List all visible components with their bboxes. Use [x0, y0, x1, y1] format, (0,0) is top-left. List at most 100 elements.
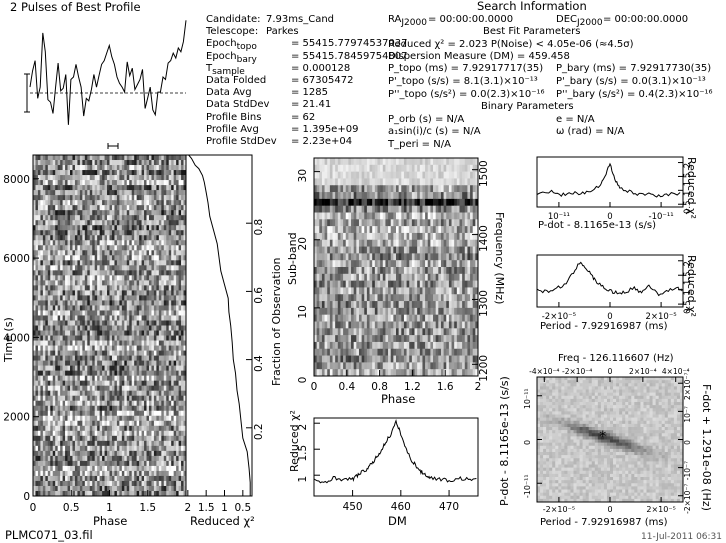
- pdot-chi2-line: [537, 164, 680, 197]
- date-stamp: 11-Jul-2011 06:31: [641, 532, 722, 543]
- time-ytick-label: 0: [23, 491, 30, 503]
- subband-phase-image: [314, 158, 478, 376]
- subband-xtick-label: 2: [475, 381, 482, 393]
- ppdot-top-tick-label: -4×10⁻⁴: [529, 367, 559, 376]
- ppdot-best-marker: *: [599, 429, 606, 445]
- ppdot-ytick-label: 10⁻¹¹: [523, 388, 532, 409]
- ppdot-xtick-label: 0: [607, 505, 612, 514]
- info-value-8: = 62: [291, 112, 315, 123]
- bestfit-title: Best Fit Parameters: [483, 26, 580, 37]
- pddot-topo: P''_topo (s/s²) = 0.0(2.3)×10⁻¹⁶: [388, 89, 545, 100]
- chi2-xtick-label: 1.5: [198, 502, 215, 514]
- ra-value: = 00:00:00.0000: [428, 14, 513, 25]
- ppdot-right-tick-label: 2×10⁻⁷: [683, 372, 692, 400]
- info-label-6: Data Avg: [206, 87, 252, 98]
- pdot-2d-ylabel: P-dot - 8.1165e-13 (s/s): [498, 376, 511, 506]
- period-chi2-line: [537, 262, 682, 295]
- info-value-5: = 67305472: [291, 75, 353, 86]
- subband-ytick-label: 0: [297, 377, 309, 384]
- ppdot-right-tick-label: 10⁻⁷: [683, 406, 692, 423]
- chi2-xtick-label: 0.5: [234, 502, 251, 514]
- info-value-7: = 21.41: [291, 99, 331, 110]
- time-xtick-label: 0.5: [63, 502, 80, 514]
- info-value-0: 7.93ms_Cand: [266, 14, 334, 25]
- porb: P_orb (s) = N/A: [388, 114, 464, 125]
- ppdot-plane-image: [537, 377, 683, 502]
- info-label-9: Profile Avg: [206, 124, 259, 135]
- fraction-ytick-label: 0.8: [253, 219, 265, 236]
- ppdot-right-tick-label: -10⁻⁷: [683, 461, 692, 480]
- info-value-10: = 2.23e+04: [291, 136, 352, 147]
- chi2-fraction-frame: [186, 155, 252, 496]
- subband-label: Sub-band: [286, 232, 299, 285]
- subband-xtick-label: 0: [311, 381, 318, 393]
- info-value-9: = 1.395e+09: [291, 124, 358, 135]
- tperi: T_peri = N/A: [388, 139, 451, 150]
- time-ytick-label: 8000: [3, 174, 30, 186]
- dm-label: DM: [388, 516, 407, 527]
- freq-ytick-label: 1400: [478, 225, 490, 252]
- ppdot-ytick-label: -10⁻¹¹: [523, 474, 532, 498]
- ppdot-xtick-label: -2×10⁻⁵: [543, 505, 575, 514]
- info-label-10: Profile StdDev: [206, 136, 277, 147]
- time-xtick-label: 1: [106, 502, 113, 514]
- dm-xtick-label: 460: [391, 501, 411, 513]
- p-topo: P_topo (ms) = 7.92917717(35): [388, 63, 543, 74]
- phase-label-middle: Phase: [381, 394, 415, 405]
- dm-reduced-chi2-label: Reduced χ²: [288, 410, 301, 472]
- reduced-chi2-label-left: Reduced χ²: [190, 516, 255, 527]
- period-2d-xlabel: Period - 7.92916987 (ms): [540, 517, 668, 528]
- dm-xtick-label: 450: [343, 501, 363, 513]
- info-label-7: Data StdDev: [206, 99, 269, 110]
- ppdot-xtick-label: 2×10⁻⁵: [646, 505, 675, 514]
- omega: ω (rad) = N/A: [556, 126, 624, 137]
- p-bary: P_bary (ms) = 7.92917730(35): [556, 63, 711, 74]
- eccentricity: e = N/A: [556, 114, 595, 125]
- info-value-4: = 0.000128: [291, 63, 350, 74]
- time-xtick-label: 0: [30, 502, 37, 514]
- dm-frame: [314, 418, 478, 496]
- asini: a₁sin(i)/c (s) = N/A: [388, 126, 481, 137]
- time-phase-image: [33, 155, 186, 496]
- fraction-ytick-label: 0.4: [253, 355, 265, 372]
- info-label-0: Candidate:: [206, 14, 261, 25]
- filename: PLMC071_03.fil: [5, 530, 93, 541]
- profile-title: 2 Pulses of Best Profile: [10, 2, 141, 13]
- dec-value: = 00:00:00.0000: [603, 14, 688, 25]
- ppdot-top-tick-label: 0: [608, 367, 613, 376]
- freq-ytick-label: 1300: [478, 290, 490, 317]
- chi2-xtick-label: 1: [221, 502, 228, 514]
- binary-title: Binary Parameters: [481, 101, 574, 112]
- freq-ytick-label: 1200: [478, 355, 490, 382]
- info-label-1: Telescope:: [206, 26, 258, 37]
- ppdot-right-tick-label: 0: [683, 440, 692, 445]
- period-chi2-label: Reduced χ²: [685, 255, 698, 317]
- pdot-xlabel: P-dot - 8.1165e-13 (s/s): [538, 220, 656, 231]
- chi2-fraction-line: [189, 155, 251, 496]
- fraction-ytick-label: 0.2: [253, 423, 265, 440]
- fraction-ytick-label: 0.6: [253, 287, 265, 304]
- period-xlabel: Period - 7.92916987 (ms): [540, 321, 668, 332]
- subband-ytick-label: 30: [297, 169, 309, 182]
- subband-xtick-label: 0.4: [338, 381, 355, 393]
- info-label-5: Data Folded: [206, 75, 266, 86]
- time-ytick-label: 6000: [3, 253, 30, 265]
- freq-ytick-label: 1500: [478, 160, 490, 187]
- chi2-xtick-label: 2: [184, 502, 191, 514]
- profile-line: [30, 20, 186, 125]
- reduced-chi2-line: Reduced χ² = 2.023 P(Noise) < 4.05e-06 (…: [388, 39, 634, 50]
- period-chi2-frame: [537, 255, 683, 307]
- pdot-topo: P'_topo (s/s) = 8.1(3.1)×10⁻¹³: [388, 76, 538, 87]
- fdot-2d-ylabel: F-dot + 1.291e-08 (Hz): [700, 384, 713, 511]
- ppdot-top-tick-label: 2×10⁻⁴: [629, 367, 657, 376]
- fraction-obs-label: Fraction of Observation: [270, 258, 283, 387]
- ppdot-ytick-label: 0: [523, 440, 532, 445]
- pddot-bary: P''_bary (s/s²) = 0.4(2.3)×10⁻¹⁶: [556, 89, 713, 100]
- freq-top-label: Freq - 126.116607 (Hz): [558, 353, 674, 364]
- subband-ytick-label: 10: [297, 305, 309, 318]
- dm-xtick-label: 470: [439, 501, 459, 513]
- time-axis-label: Time (s): [2, 317, 15, 362]
- dm-line: Dispersion Measure (DM) = 459.458: [388, 51, 570, 62]
- dm-line: [314, 421, 476, 483]
- search-title: Search Information: [477, 1, 587, 12]
